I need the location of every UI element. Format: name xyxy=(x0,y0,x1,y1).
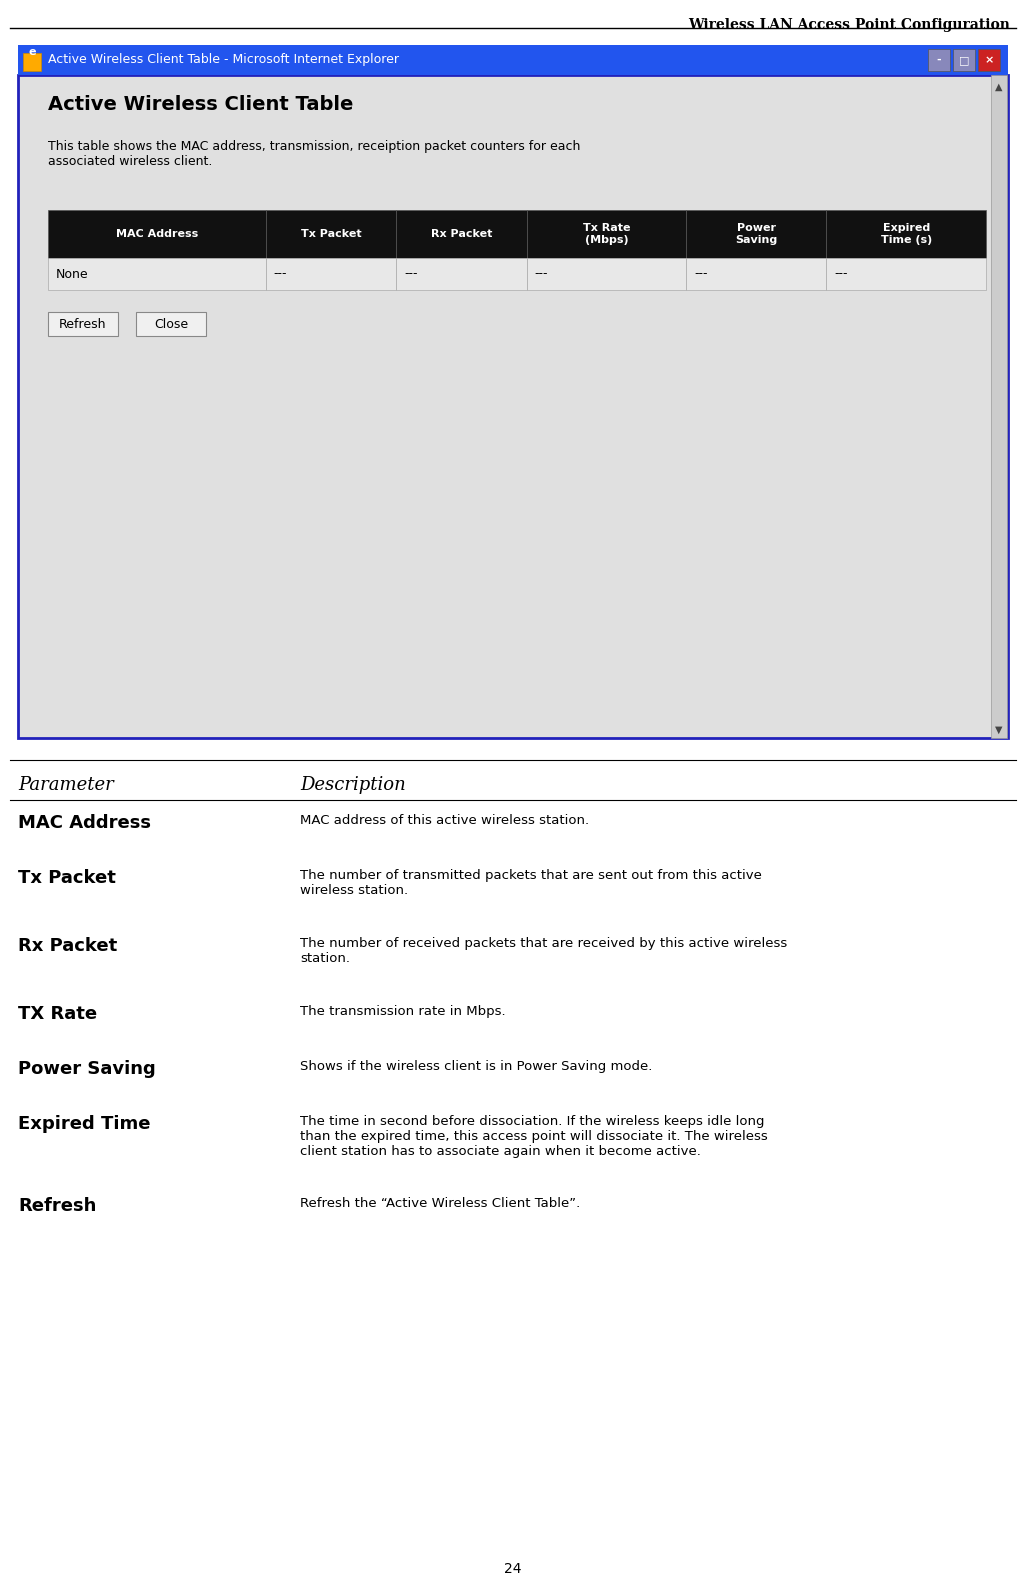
Bar xyxy=(526,258,686,290)
Bar xyxy=(396,211,526,258)
Text: MAC Address: MAC Address xyxy=(18,814,151,832)
Text: ---: --- xyxy=(535,268,548,280)
Text: e: e xyxy=(29,48,36,57)
Text: Expired
Time (s): Expired Time (s) xyxy=(880,223,932,246)
Bar xyxy=(136,312,206,336)
Text: ---: --- xyxy=(834,268,847,280)
Text: None: None xyxy=(56,268,88,280)
Bar xyxy=(827,258,986,290)
Text: Tx Packet: Tx Packet xyxy=(301,230,361,239)
Text: Tx Rate
(Mbps): Tx Rate (Mbps) xyxy=(583,223,630,246)
Text: Power
Saving: Power Saving xyxy=(736,223,778,246)
Bar xyxy=(18,74,1008,738)
Text: The number of transmitted packets that are sent out from this active
wireless st: The number of transmitted packets that a… xyxy=(300,870,762,897)
Bar xyxy=(953,49,975,71)
Bar xyxy=(396,258,526,290)
Bar xyxy=(686,211,827,258)
Text: Rx Packet: Rx Packet xyxy=(431,230,492,239)
Text: Wireless LAN Access Point Configuration: Wireless LAN Access Point Configuration xyxy=(688,17,1010,32)
Bar xyxy=(686,258,827,290)
Text: The transmission rate in Mbps.: The transmission rate in Mbps. xyxy=(300,1004,506,1019)
Bar xyxy=(48,258,266,290)
Text: Refresh: Refresh xyxy=(18,1198,96,1215)
Bar xyxy=(827,211,986,258)
Text: ×: × xyxy=(984,55,994,65)
Bar xyxy=(18,44,1008,74)
Text: ▼: ▼ xyxy=(995,725,1002,735)
Bar xyxy=(266,211,396,258)
Text: ▲: ▲ xyxy=(995,82,1002,92)
Text: Refresh: Refresh xyxy=(60,317,107,331)
Text: ---: --- xyxy=(695,268,708,280)
Text: ---: --- xyxy=(404,268,418,280)
Text: -: - xyxy=(937,55,941,65)
Bar xyxy=(991,74,1007,738)
Text: The time in second before dissociation. If the wireless keeps idle long
than the: The time in second before dissociation. … xyxy=(300,1115,767,1158)
Text: Active Wireless Client Table - Microsoft Internet Explorer: Active Wireless Client Table - Microsoft… xyxy=(48,54,399,67)
Text: Refresh the “Active Wireless Client Table”.: Refresh the “Active Wireless Client Tabl… xyxy=(300,1198,581,1210)
Text: This table shows the MAC address, transmission, receiption packet counters for e: This table shows the MAC address, transm… xyxy=(48,139,581,168)
Text: Rx Packet: Rx Packet xyxy=(18,938,117,955)
Text: ---: --- xyxy=(274,268,287,280)
Text: TX Rate: TX Rate xyxy=(18,1004,97,1023)
Text: MAC address of this active wireless station.: MAC address of this active wireless stat… xyxy=(300,814,589,827)
Text: Power Saving: Power Saving xyxy=(18,1060,156,1079)
Text: Shows if the wireless client is in Power Saving mode.: Shows if the wireless client is in Power… xyxy=(300,1060,653,1072)
Text: Close: Close xyxy=(154,317,188,331)
Text: Active Wireless Client Table: Active Wireless Client Table xyxy=(48,95,353,114)
Bar xyxy=(48,312,118,336)
Text: Expired Time: Expired Time xyxy=(18,1115,151,1133)
Text: Tx Packet: Tx Packet xyxy=(18,870,116,887)
Text: MAC Address: MAC Address xyxy=(116,230,198,239)
Text: The number of received packets that are received by this active wireless
station: The number of received packets that are … xyxy=(300,938,787,965)
Bar xyxy=(928,49,950,71)
Text: 24: 24 xyxy=(504,1562,522,1576)
Text: □: □ xyxy=(958,55,970,65)
Bar xyxy=(526,211,686,258)
Bar xyxy=(978,49,1000,71)
Bar xyxy=(266,258,396,290)
Bar xyxy=(23,52,41,71)
Text: Description: Description xyxy=(300,776,405,794)
Bar xyxy=(48,211,266,258)
Text: Parameter: Parameter xyxy=(18,776,114,794)
